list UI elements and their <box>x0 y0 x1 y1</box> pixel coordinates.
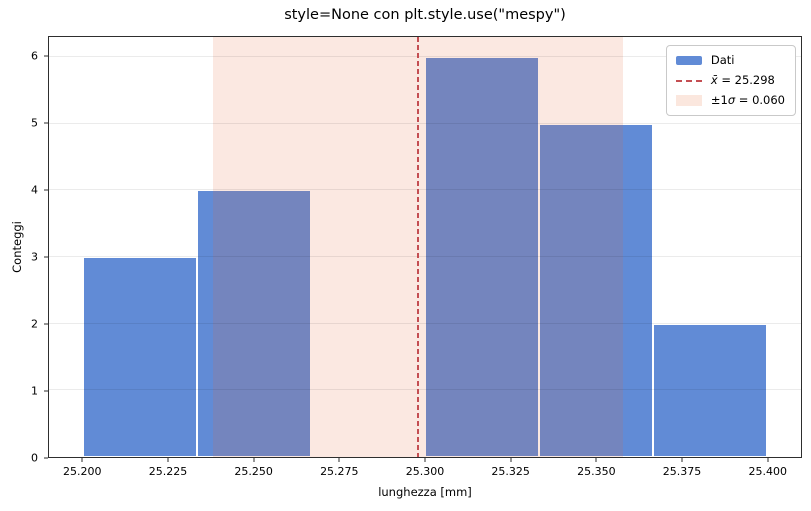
band-swatch-icon <box>675 95 702 106</box>
x-tick-label: 25.225 <box>148 465 188 478</box>
x-tick-mark <box>424 458 426 462</box>
y-tick-label: 4 <box>31 183 38 197</box>
y-tick-mark <box>44 457 48 459</box>
y-tick-mark <box>44 122 48 124</box>
x-tick-mark <box>681 458 683 462</box>
legend-label-sigma: ±1σ = 0.060 <box>710 92 785 107</box>
x-tick-mark <box>767 458 769 462</box>
x-axis-ticks: 25.200 25.225 25.250 25.275 25.300 25.325 25.3… <box>48 458 802 486</box>
x-tick-label: 25.200 <box>63 465 102 478</box>
x-tick-label: 25.350 <box>577 465 616 478</box>
y-tick-label: 0 <box>31 451 38 465</box>
legend-label-mean: x̄ = 25.298 <box>710 72 775 87</box>
legend-label-dati: Dati <box>710 52 735 67</box>
x-tick-mark <box>338 458 340 462</box>
legend-dash-handle <box>675 79 702 82</box>
histogram-bar <box>197 190 312 457</box>
legend-item-mean: x̄ = 25.298 <box>675 72 785 88</box>
y-tick-label: 5 <box>31 116 38 130</box>
y-tick-mark <box>44 323 48 325</box>
x-tick-mark <box>510 458 512 462</box>
histogram-bar <box>652 323 767 457</box>
x-tick-label: 25.275 <box>320 465 359 478</box>
x-tick-label: 25.300 <box>405 465 445 478</box>
x-tick-label: 25.250 <box>234 465 273 478</box>
histogram-bar <box>425 57 539 457</box>
y-tick-label: 1 <box>31 384 38 398</box>
x-tick-label: 25.400 <box>748 465 787 478</box>
x-axis-label: lunghezza [mm] <box>378 485 472 499</box>
legend-item-sigma: ±1σ = 0.060 <box>675 92 785 108</box>
y-tick-label: 6 <box>31 49 38 63</box>
x-tick-mark <box>167 458 169 462</box>
x-tick-label: 25.375 <box>662 465 702 478</box>
legend-bar-swatch <box>675 56 702 65</box>
y-axis-ticks: 0 1 2 3 4 5 6 <box>0 36 48 465</box>
bar-swatch-icon <box>675 56 702 65</box>
y-tick-mark <box>44 256 48 258</box>
x-tick-mark <box>595 458 597 462</box>
histogram-bar <box>83 257 198 457</box>
mean-line <box>417 37 420 457</box>
x-tick-mark <box>253 458 255 462</box>
y-tick-mark <box>44 189 48 191</box>
histogram-bar <box>538 123 653 457</box>
dashed-line-icon <box>675 79 702 82</box>
x-tick-mark <box>81 458 83 462</box>
chart-title: style=None con plt.style.use("mespy") <box>284 7 566 23</box>
plot-area: Dati x̄ = 25.298 ±1σ = 0.060 <box>48 36 802 458</box>
x-tick-label: 25.325 <box>491 465 530 478</box>
y-tick-label: 2 <box>31 317 38 331</box>
legend-item-dati: Dati <box>675 52 785 68</box>
legend: Dati x̄ = 25.298 ±1σ = 0.060 <box>665 45 796 116</box>
y-tick-label: 3 <box>31 250 38 264</box>
y-tick-mark <box>44 55 48 57</box>
legend-band-swatch <box>675 95 702 106</box>
y-tick-mark <box>44 390 48 392</box>
